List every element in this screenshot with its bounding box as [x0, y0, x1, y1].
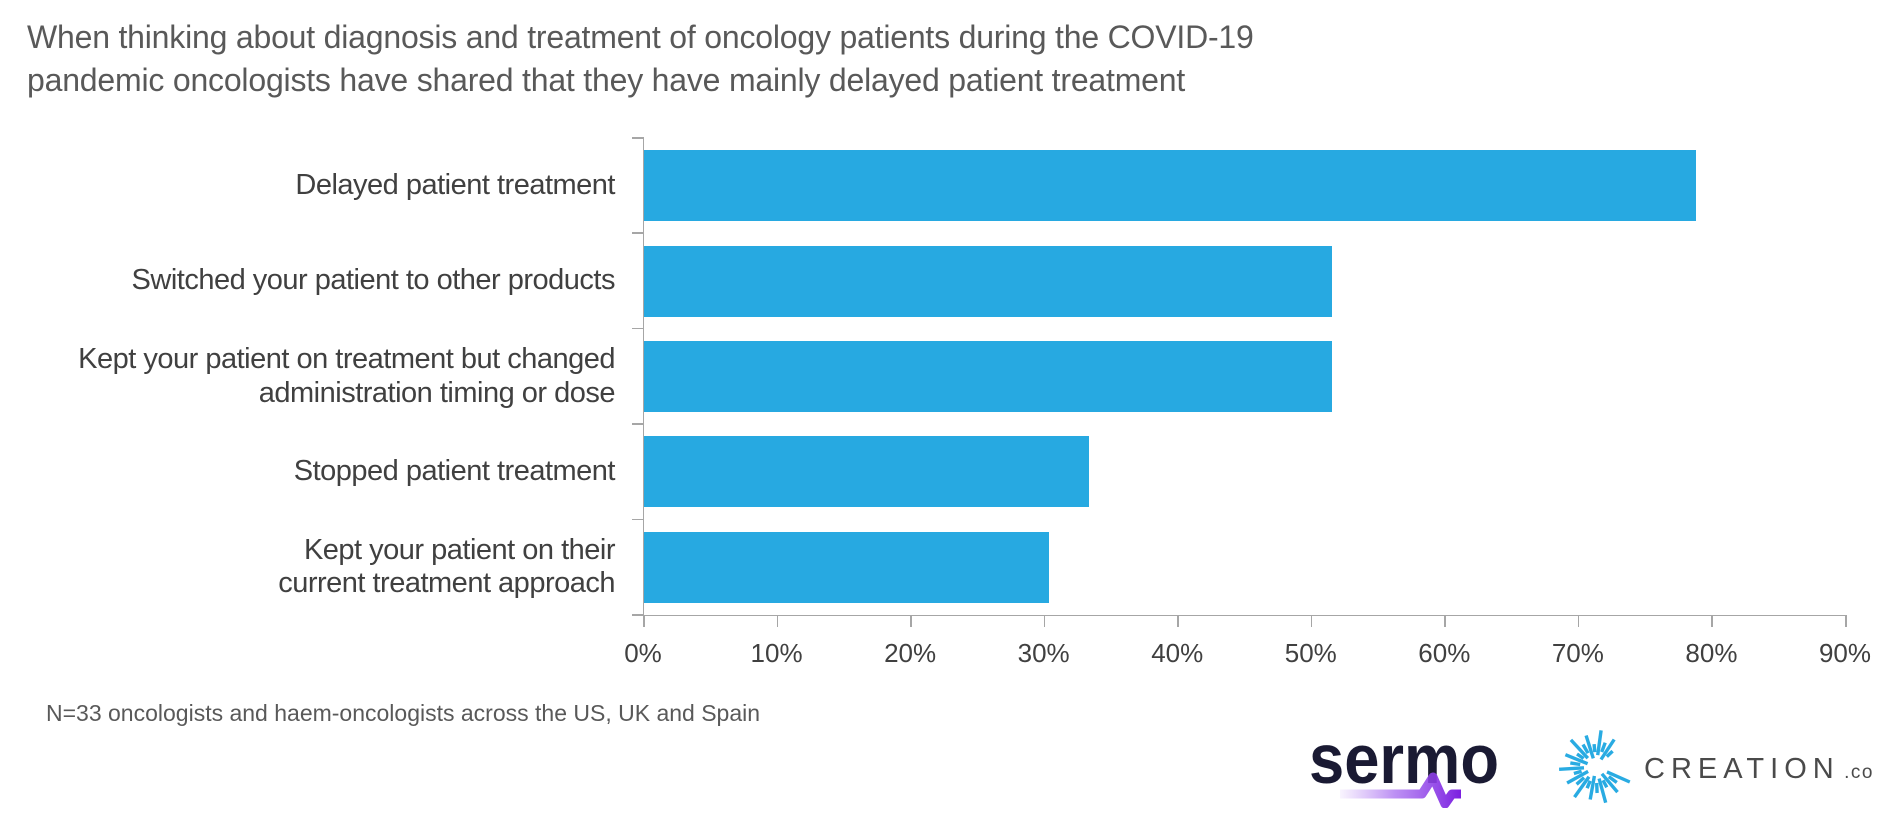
creation-wordmark: CREATION .co	[1644, 753, 1874, 785]
category-label: Switched your patient to other products	[131, 264, 616, 297]
y-axis-tick	[632, 327, 644, 330]
bar-row	[644, 138, 1846, 233]
sample-size-note: N=33 oncologists and haem-oncologists ac…	[46, 700, 761, 726]
x-axis-tick	[1845, 615, 1847, 627]
bar-chart-plot-area	[632, 137, 1847, 627]
x-axis-label: 0%	[624, 638, 662, 668]
x-axis-label: 50%	[1284, 638, 1337, 668]
sermo-logo: sermo	[1309, 728, 1499, 808]
creation-starburst-icon	[1558, 730, 1631, 804]
x-axis-label: 10%	[750, 638, 803, 668]
x-axis-tick	[910, 615, 912, 627]
chart-title: When thinking about diagnosis and treatm…	[27, 19, 1254, 98]
sermo-pulse-underline	[1340, 772, 1461, 808]
bar-row	[644, 424, 1846, 519]
sermo-wordmark: sermo	[1309, 728, 1499, 798]
x-axis-tick	[643, 615, 645, 627]
y-axis-tick	[632, 423, 644, 425]
x-axis-tick	[1310, 615, 1313, 627]
y-axis-tick	[632, 232, 644, 234]
x-axis-tick	[1444, 615, 1446, 627]
bar	[644, 436, 1089, 508]
y-axis-tick	[632, 137, 644, 139]
category-label: Stopped patient treatment	[293, 455, 616, 488]
category-label: Delayed patient treatment	[295, 168, 615, 201]
y-axis-tick	[632, 614, 644, 616]
bar	[644, 150, 1697, 222]
x-axis-label: 60%	[1418, 638, 1471, 668]
category-axis: Delayed patient treatment Switched your p…	[0, 138, 629, 615]
bar	[644, 531, 1049, 603]
x-axis-label: 70%	[1551, 638, 1604, 668]
bar	[644, 245, 1332, 317]
x-axis: 0% 10% 20% 30% 40% 50% 60% 70% 80% 90%	[624, 638, 1871, 674]
bar-row	[644, 233, 1846, 328]
x-axis-tick	[1711, 615, 1713, 627]
x-axis-tick	[1177, 615, 1179, 627]
x-axis-tick	[776, 615, 779, 627]
creation-logo: CREATION .co	[1558, 730, 1874, 804]
bar-series	[644, 138, 1846, 615]
x-axis-tick	[1043, 615, 1046, 627]
footer-logos: sermo CREATION .co	[1306, 726, 1878, 808]
x-axis-label: 20%	[884, 638, 937, 668]
x-axis-label: 80%	[1685, 638, 1738, 668]
x-axis-tick	[1577, 615, 1580, 627]
x-axis-label: 90%	[1818, 638, 1872, 668]
category-label: Kept your patient on their current treat…	[278, 533, 615, 600]
x-axis-label: 30%	[1017, 638, 1070, 668]
x-axis-label: 40%	[1151, 638, 1204, 668]
bar-row	[644, 329, 1846, 424]
bar-row	[644, 520, 1846, 615]
bar	[644, 341, 1332, 413]
y-axis-tick	[632, 518, 644, 521]
category-label: Kept your patient on treatment but chang…	[78, 342, 615, 409]
